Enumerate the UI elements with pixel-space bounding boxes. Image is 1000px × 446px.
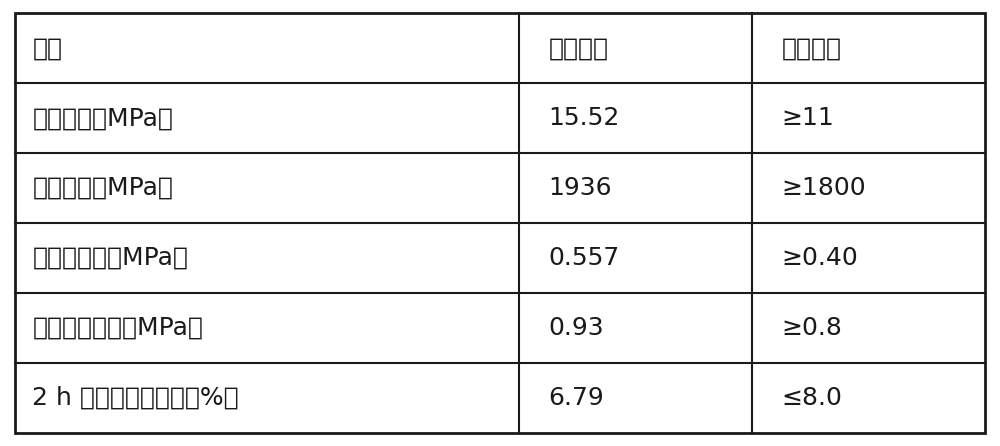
Text: 产品指标: 产品指标 (548, 36, 608, 60)
Text: 表面胶合强度（MPa）: 表面胶合强度（MPa） (32, 316, 203, 340)
Text: 0.93: 0.93 (548, 316, 604, 340)
Text: 15.52: 15.52 (548, 106, 620, 130)
Text: ≤8.0: ≤8.0 (781, 386, 842, 410)
Text: 项目: 项目 (32, 36, 62, 60)
Text: 6.79: 6.79 (548, 386, 604, 410)
Text: 2 h 吸水厚度膨胀率（%）: 2 h 吸水厚度膨胀率（%） (32, 386, 239, 410)
Text: 0.557: 0.557 (548, 246, 620, 270)
Text: 内胶合强度（MPa）: 内胶合强度（MPa） (32, 246, 188, 270)
Text: ≥0.8: ≥0.8 (781, 316, 842, 340)
Text: ≥0.40: ≥0.40 (781, 246, 858, 270)
Text: 静曲强度（MPa）: 静曲强度（MPa） (32, 106, 173, 130)
Text: 1936: 1936 (548, 176, 612, 200)
Text: ≥11: ≥11 (781, 106, 834, 130)
Text: 市场指标: 市场指标 (781, 36, 841, 60)
Text: ≥1800: ≥1800 (781, 176, 866, 200)
Text: 弹性模型（MPa）: 弹性模型（MPa） (32, 176, 173, 200)
